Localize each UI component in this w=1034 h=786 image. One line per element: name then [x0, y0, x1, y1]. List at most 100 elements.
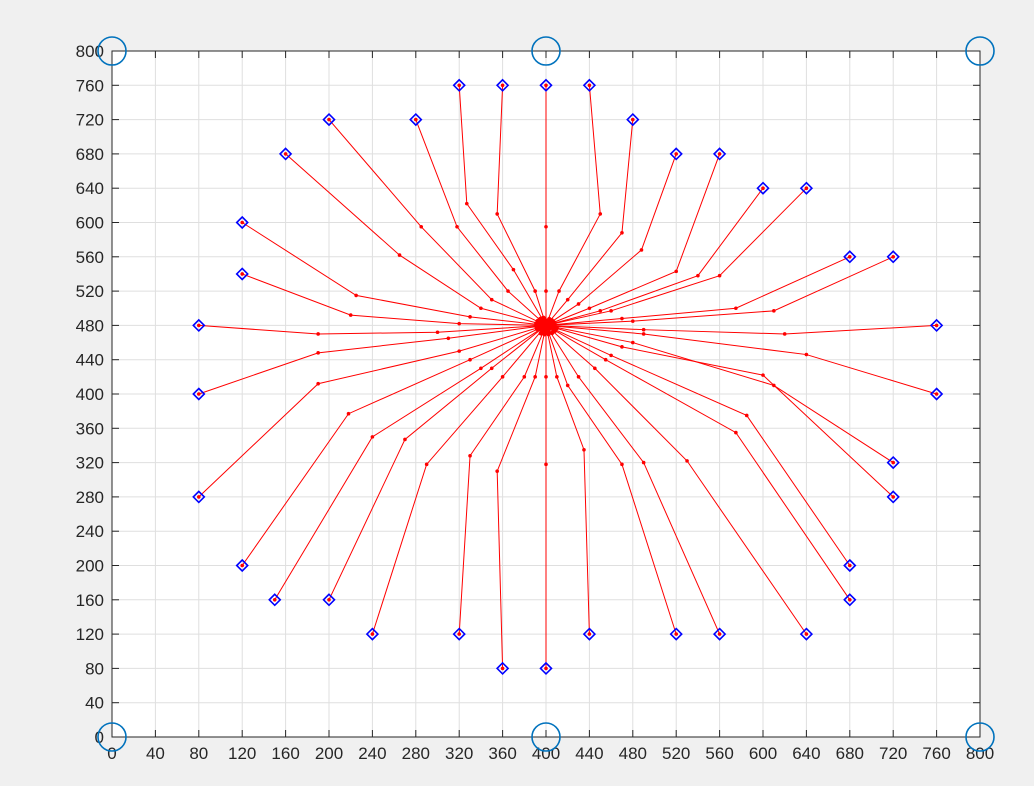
- x-tick-label: 280: [402, 744, 430, 763]
- start-point: [240, 272, 244, 276]
- start-diamond-marker: [539, 661, 553, 676]
- path-point: [316, 332, 320, 336]
- trajectory-line: [198, 324, 547, 335]
- start-point: [500, 83, 505, 88]
- start-diamond-marker: [322, 593, 336, 607]
- start-point: [197, 392, 201, 396]
- target-cluster-point: [534, 326, 540, 331]
- start-point: [891, 495, 895, 499]
- start-point: [272, 598, 277, 602]
- path-point: [544, 224, 548, 229]
- path-point: [544, 462, 548, 467]
- y-tick-label: 320: [76, 454, 104, 473]
- y-tick-label: 680: [76, 145, 104, 164]
- start-point: [370, 632, 375, 636]
- start-diamond-marker: [452, 78, 466, 92]
- start-diamond-marker: [278, 147, 293, 161]
- path-point: [609, 309, 613, 313]
- path-point: [506, 289, 510, 293]
- trajectory-line: [545, 325, 677, 635]
- path-point: [346, 411, 351, 416]
- start-point: [414, 117, 418, 122]
- start-diamond-marker: [365, 627, 380, 641]
- path-point: [489, 297, 494, 302]
- y-tick-label: 280: [76, 488, 104, 507]
- path-point: [557, 289, 561, 293]
- start-point: [240, 563, 244, 568]
- x-tick-label: 440: [575, 744, 603, 763]
- x-tick-label: 120: [228, 744, 256, 763]
- start-point: [327, 598, 331, 602]
- start-point: [457, 83, 462, 88]
- start-point: [717, 152, 722, 156]
- trajectory-markers: [192, 78, 944, 676]
- x-tick-label: 320: [445, 744, 473, 763]
- path-point: [455, 224, 459, 229]
- trajectory-line: [545, 153, 677, 326]
- y-tick-label: 0: [95, 728, 104, 747]
- y-tick-label: 600: [76, 214, 104, 233]
- path-point: [489, 366, 494, 371]
- path-point: [419, 224, 424, 229]
- trajectory-line: [545, 325, 590, 635]
- trajectory-line: [545, 324, 851, 566]
- path-point: [435, 330, 440, 335]
- y-tick-label: 400: [76, 385, 104, 404]
- start-diamond-marker: [886, 490, 900, 504]
- start-diamond-marker: [886, 250, 900, 264]
- path-point: [464, 201, 469, 206]
- target-cluster-point: [547, 316, 552, 322]
- start-diamond-marker: [452, 627, 466, 641]
- y-tick-label: 80: [85, 659, 104, 678]
- start-point: [197, 323, 201, 328]
- anchor-markers: [97, 36, 995, 752]
- trajectory-line: [242, 273, 547, 326]
- start-diamond-marker: [235, 215, 249, 230]
- x-tick-label: 720: [879, 744, 907, 763]
- start-point: [891, 254, 895, 259]
- y-tick-label: 40: [85, 694, 104, 713]
- path-point: [397, 253, 402, 257]
- start-diamond-marker: [929, 387, 944, 401]
- start-point: [804, 186, 809, 190]
- trajectory-line: [545, 256, 851, 326]
- trajectory-line: [496, 85, 547, 326]
- x-tick-label: 640: [792, 744, 820, 763]
- start-diamond-marker: [799, 181, 814, 195]
- start-diamond-marker: [843, 250, 857, 264]
- path-point: [316, 351, 320, 355]
- y-tick-label: 520: [76, 282, 104, 301]
- start-point: [891, 460, 895, 465]
- x-axis-tick-labels: 0 40 80 120 160 200 240 280 320 360 400 440 480 520 56…: [107, 744, 994, 763]
- trajectory-line: [371, 325, 547, 635]
- path-point: [446, 336, 451, 341]
- path-point: [479, 306, 483, 311]
- start-diamond-marker: [582, 78, 597, 92]
- path-point: [479, 366, 483, 371]
- start-diamond-marker: [192, 387, 206, 401]
- trajectory-line: [328, 325, 547, 601]
- start-diamond-marker: [626, 112, 640, 127]
- x-tick-label: 760: [922, 744, 950, 763]
- path-point: [620, 316, 624, 321]
- path-point: [565, 297, 570, 302]
- start-point: [283, 152, 288, 156]
- path-point: [674, 269, 678, 274]
- path-point: [587, 306, 592, 311]
- y-axis-tick-labels: 0 40 80 120 160 200 240 280 320 360 400 440 480 520 56…: [76, 42, 104, 747]
- path-point: [582, 447, 586, 452]
- target-cluster-point: [543, 321, 548, 326]
- path-point: [620, 345, 624, 349]
- start-diamond-marker: [322, 112, 336, 127]
- start-point: [240, 220, 244, 225]
- path-point: [576, 375, 581, 379]
- path-point: [348, 313, 353, 317]
- x-tick-label: 360: [488, 744, 516, 763]
- target-cluster-point: [541, 325, 547, 330]
- path-point: [316, 381, 320, 386]
- start-point: [761, 186, 765, 190]
- start-diamond-marker: [843, 593, 857, 607]
- path-point: [533, 289, 537, 293]
- start-diamond-marker: [192, 318, 206, 333]
- trajectory-line: [545, 324, 937, 335]
